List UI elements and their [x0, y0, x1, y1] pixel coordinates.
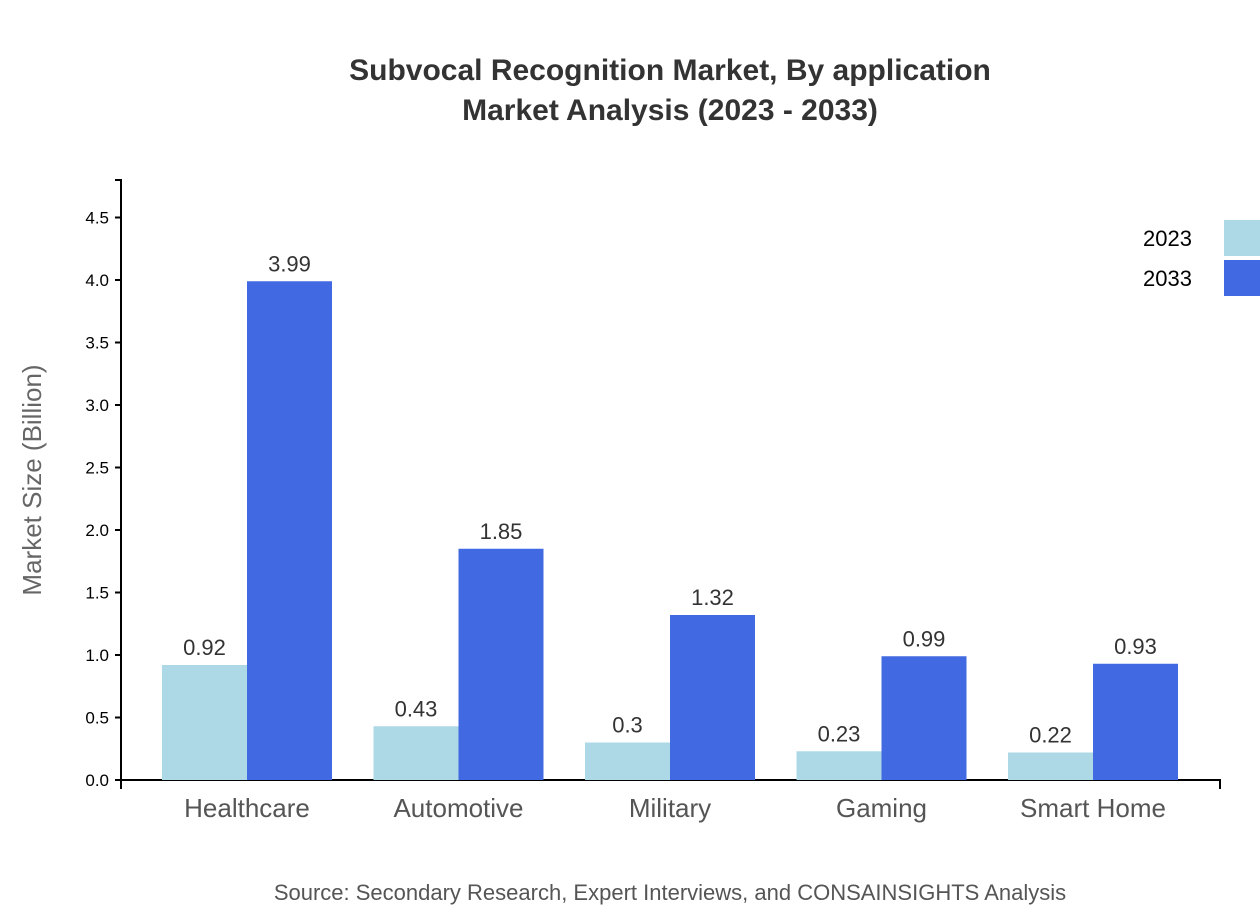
data-label: 0.99	[903, 626, 946, 651]
legend-label: 2033	[1143, 266, 1192, 291]
data-label: 0.93	[1114, 634, 1157, 659]
legend: 2023 2033	[1143, 220, 1260, 296]
chart-title: Subvocal Recognition Market, By applicat…	[349, 54, 991, 87]
source-note: Source: Secondary Research, Expert Inter…	[274, 880, 1066, 905]
data-label: 0.92	[183, 635, 226, 660]
y-tick-label: 2.5	[85, 459, 109, 478]
bar-2033	[1093, 663, 1178, 780]
x-tick-label: Automotive	[393, 793, 523, 823]
y-tick-label: 4.5	[85, 209, 109, 228]
legend-swatch	[1224, 220, 1260, 256]
bar-2033	[670, 615, 755, 780]
y-tick-label: 1.5	[85, 584, 109, 603]
bar-2033	[247, 281, 332, 780]
bar-2023	[1008, 752, 1093, 780]
data-label: 0.43	[395, 696, 438, 721]
x-tick-label: Military	[629, 793, 711, 823]
data-label: 1.32	[691, 585, 734, 610]
bar-2023	[796, 751, 882, 780]
chart-subtitle: Market Analysis (2023 - 2033)	[462, 94, 878, 127]
plot-area: 0.0 0.5 1.0 1.5 2.0 2.5 3.0 3.5 4.0 4.5 Healthcare…	[85, 179, 1221, 823]
bar-2033	[458, 548, 544, 780]
y-tick-label: 3.5	[85, 334, 109, 353]
bar-2033	[881, 656, 967, 780]
data-label: 0.23	[818, 721, 861, 746]
bar-2023	[373, 726, 459, 780]
y-tick-label: 3.0	[85, 396, 109, 415]
x-tick-label: Smart Home	[1020, 793, 1166, 823]
x-axis-line	[120, 779, 1221, 789]
x-tick-label: Gaming	[836, 793, 927, 823]
y-tick-label: 1.0	[85, 646, 109, 665]
y-tick-label: 0.5	[85, 709, 109, 728]
y-axis-line	[115, 179, 122, 781]
y-axis-label: Market Size (Billion)	[17, 364, 47, 595]
y-tick-label: 4.0	[85, 271, 109, 290]
legend-swatch	[1224, 260, 1260, 296]
data-label: 1.85	[480, 519, 523, 544]
y-tick-label: 0.0	[85, 771, 109, 790]
bar-2023	[162, 665, 247, 780]
data-label: 3.99	[268, 251, 311, 276]
bar-2023	[585, 742, 670, 780]
y-tick-label: 2.0	[85, 521, 109, 540]
x-tick-label: Healthcare	[184, 793, 310, 823]
data-label: 0.3	[612, 713, 643, 738]
data-label: 0.22	[1029, 723, 1072, 748]
legend-label: 2023	[1143, 226, 1192, 251]
